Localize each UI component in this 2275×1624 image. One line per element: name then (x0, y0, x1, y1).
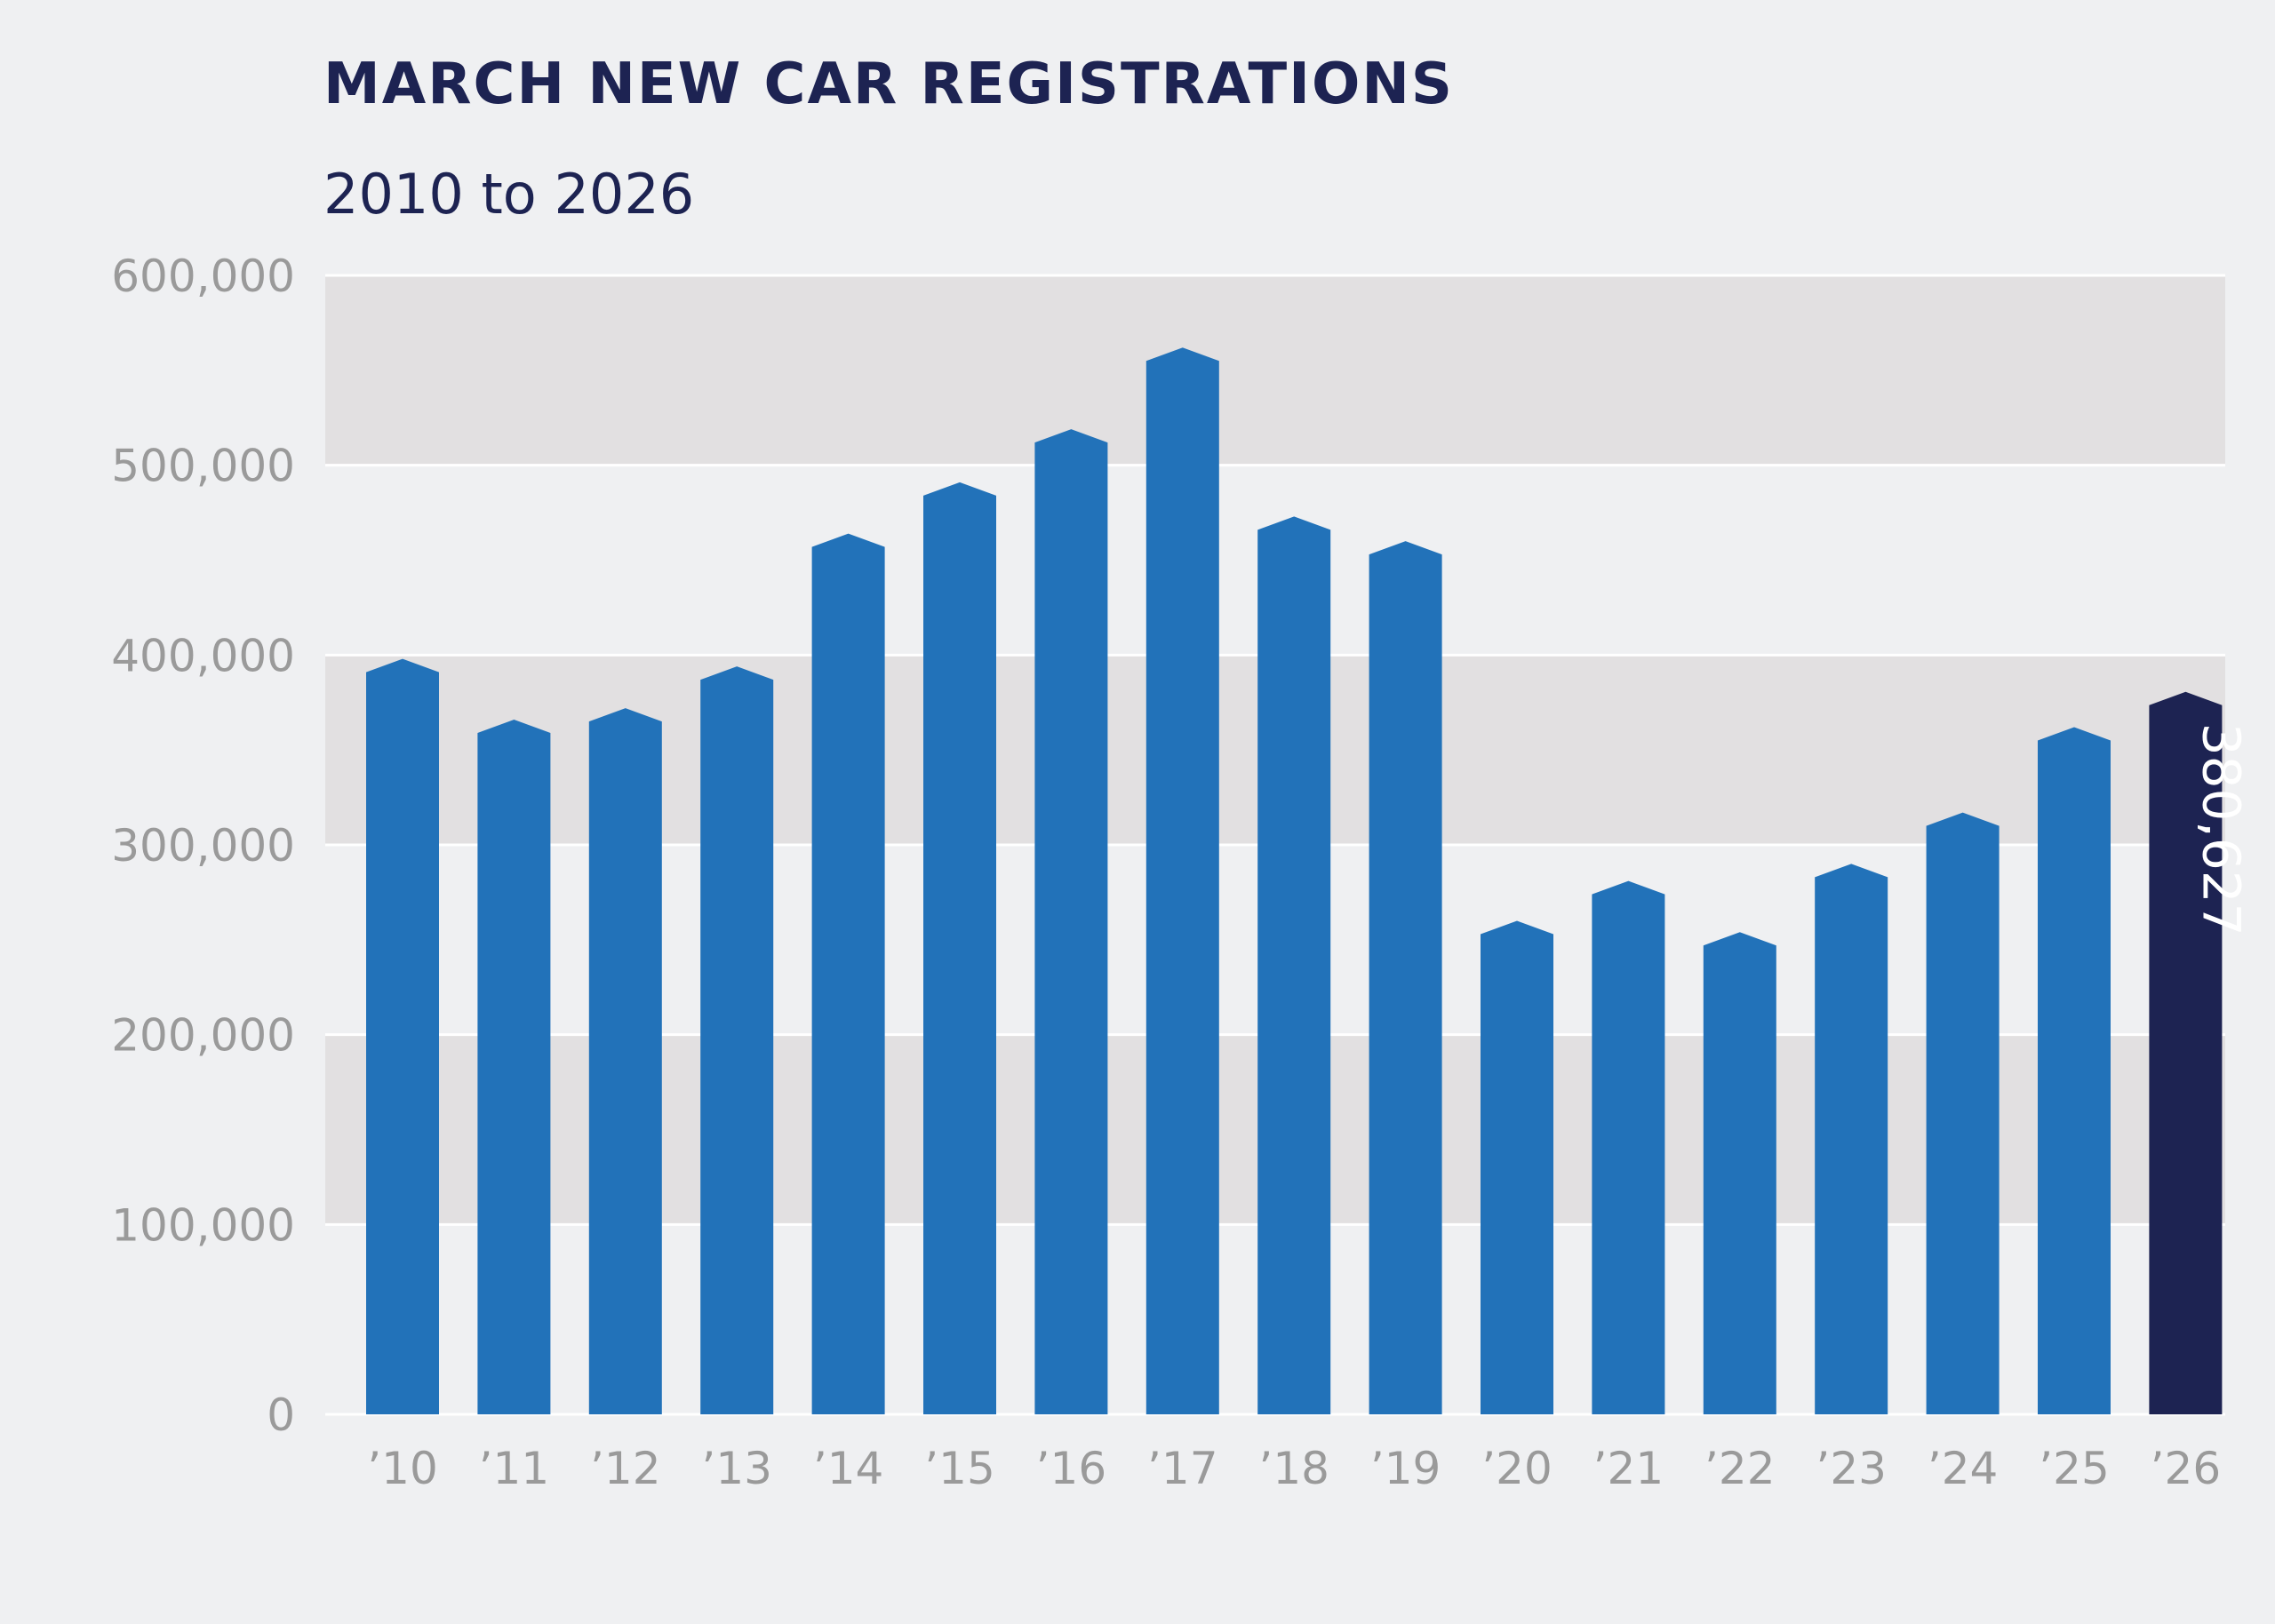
x-tick-label: ’21 (1593, 1443, 1664, 1494)
y-tick-label: 500,000 (111, 441, 295, 492)
chart-subtitle: 2010 to 2026 (323, 162, 695, 227)
x-tick-label: ’23 (1816, 1443, 1887, 1494)
y-axis-ticks: 0 100,000 200,000 300,000 400,000 500,000 600,… (111, 251, 295, 1441)
x-axis-ticks: ’10 ’11 ’12 ’13 ’14 ’15 ’16 ’17 ’18 ’19 ’20 ’21 ’22 ’… (367, 1443, 2221, 1494)
x-tick-label: ’19 (1370, 1443, 1441, 1494)
data-labels: 380,627 (2191, 723, 2251, 936)
y-tick-label: 400,000 (111, 630, 295, 681)
y-tick-label: 0 (267, 1389, 295, 1441)
bar-2018 (1257, 516, 1331, 1414)
y-tick-label: 600,000 (111, 251, 295, 302)
y-tick-label: 300,000 (111, 820, 295, 872)
bar-2021 (1592, 880, 1665, 1414)
bar-2017 (1145, 347, 1219, 1414)
bars (366, 347, 2223, 1414)
x-tick-label: ’22 (1704, 1443, 1776, 1494)
y-tick-label: 200,000 (111, 1010, 295, 1062)
bar-2013 (700, 666, 774, 1414)
chart-title: MARCH NEW CAR REGISTRATIONS (323, 52, 1454, 117)
bar-2020 (1481, 920, 1553, 1414)
bar-2024 (1926, 812, 2000, 1414)
bar-2019 (1369, 541, 1442, 1414)
x-tick-label: ’15 (924, 1443, 995, 1494)
bar-2026 (2149, 691, 2223, 1414)
bar-2010 (366, 658, 439, 1414)
bar-2025 (2038, 727, 2111, 1414)
bar-2012 (588, 708, 662, 1414)
bar-2016 (1034, 429, 1108, 1414)
x-tick-label: ’20 (1481, 1443, 1553, 1494)
bar-2011 (477, 719, 551, 1414)
x-tick-label: ’14 (813, 1443, 884, 1494)
x-tick-label: ’11 (479, 1443, 550, 1494)
x-tick-label: ’26 (2151, 1443, 2222, 1494)
x-tick-label: ’17 (1147, 1443, 1218, 1494)
bar-2022 (1703, 932, 1776, 1414)
x-tick-label: ’18 (1258, 1443, 1329, 1494)
bar-2015 (923, 482, 996, 1414)
background-band (325, 275, 2225, 466)
x-tick-label: ’10 (367, 1443, 438, 1494)
x-tick-label: ’13 (701, 1443, 772, 1494)
x-tick-label: ’16 (1036, 1443, 1107, 1494)
bar-2023 (1815, 864, 1888, 1414)
x-tick-label: ’12 (590, 1443, 661, 1494)
highlight-value-label: 380,627 (2191, 723, 2251, 936)
y-tick-label: 100,000 (111, 1199, 295, 1251)
x-tick-label: ’24 (1928, 1443, 1999, 1494)
x-tick-label: ’25 (2039, 1443, 2110, 1494)
bar-2014 (811, 533, 885, 1414)
